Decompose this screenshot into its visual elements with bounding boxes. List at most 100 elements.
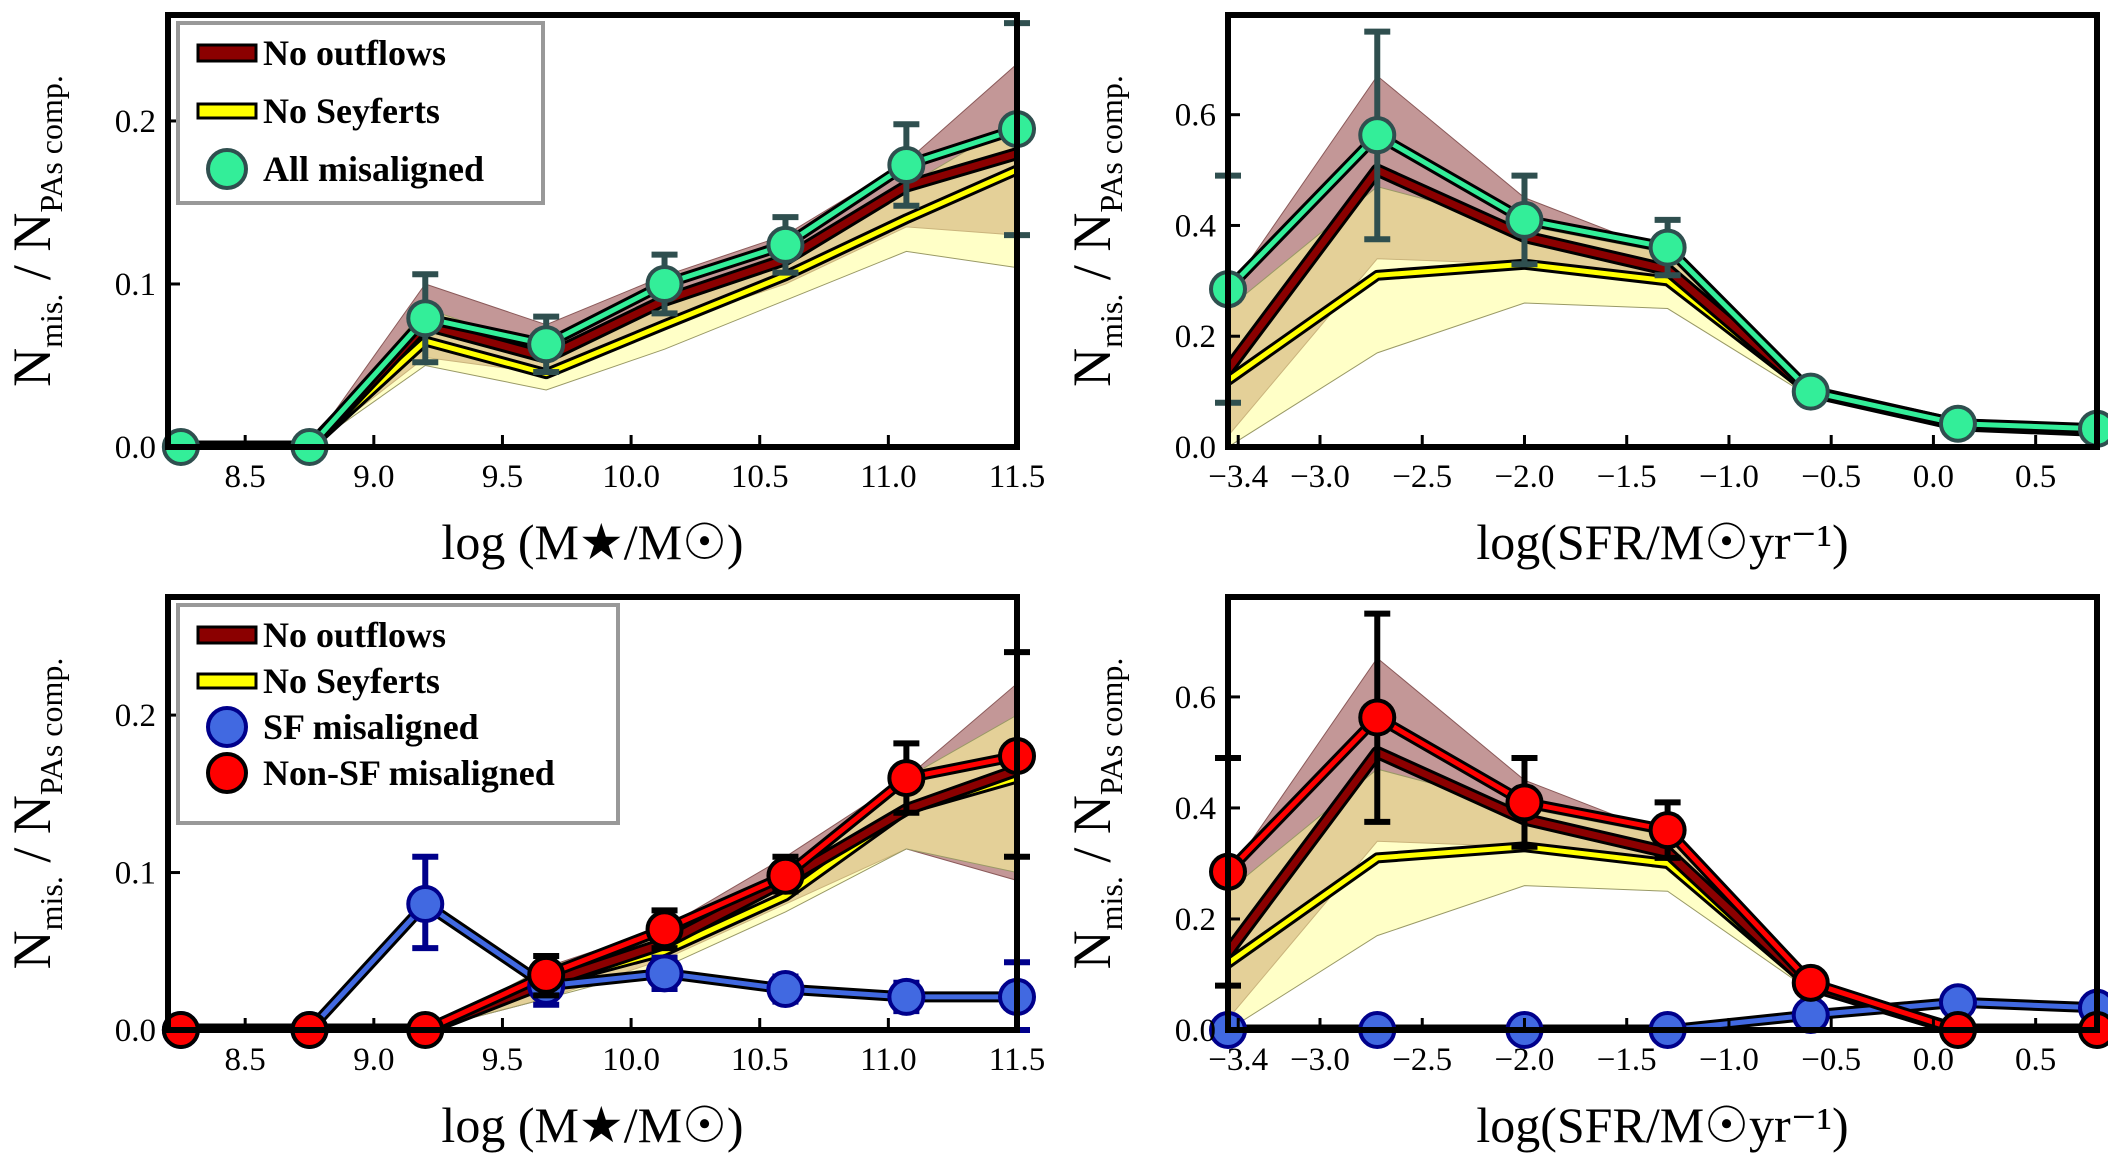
- y-tick-label: 0.4: [1175, 208, 1216, 244]
- y-label-mid: / N: [1062, 213, 1122, 294]
- legend: No outflows No Seyferts SF misaligned Non-S…: [176, 603, 620, 825]
- data-point: [645, 954, 684, 993]
- y-tick-label: 0.2: [1175, 902, 1216, 938]
- y-label-sub2: PAs comp.: [33, 658, 69, 796]
- data-point: [887, 977, 926, 1016]
- x-tick-label: −3.0: [1290, 1042, 1350, 1078]
- y-tick-label: 0.0: [115, 1013, 156, 1049]
- data-point: [1648, 811, 1687, 850]
- x-tick-label: 10.5: [731, 459, 789, 495]
- plot-frame: [165, 594, 1020, 1033]
- data-point: [1938, 404, 1977, 443]
- legend-marker: [206, 752, 248, 794]
- y-tick-label: 0.2: [115, 698, 156, 734]
- x-axis-label: log (M★/M☉): [441, 1097, 743, 1153]
- x-tick-label: 0.5: [2015, 459, 2056, 495]
- x-tick-label: −1.5: [1597, 1042, 1657, 1078]
- panel-br: −3.4 −3.0 −2.5 −2.0 −1.5 −1.0 −0.5 0.0 0.5 0.0 0.2…: [1062, 594, 2108, 1153]
- x-tick-label: 9.0: [353, 459, 394, 495]
- panel-bl: 8.5 9.0 9.5 10.0 10.5 11.0 11.5 0.0 0.1 0.2 log (M…: [2, 594, 1046, 1153]
- legend-swatch-seyferts: [196, 102, 258, 120]
- x-tick-label: −2.5: [1392, 459, 1452, 495]
- x-tick-label: −1.5: [1597, 459, 1657, 495]
- y-tick-label: 0.1: [115, 267, 156, 303]
- x-tick-label: 8.5: [225, 459, 266, 495]
- plot-frame: [1225, 594, 2100, 1033]
- data-point: [645, 264, 684, 303]
- data-point: [1791, 996, 1830, 1035]
- plot-area: [180, 63, 1017, 447]
- x-tick-label: −0.5: [1801, 459, 1861, 495]
- x-tick-label: 11.5: [989, 459, 1046, 495]
- y-tick-label: 0.2: [115, 104, 156, 140]
- x-tick-label: −2.5: [1392, 1042, 1452, 1078]
- outflows-line: [180, 766, 1017, 1030]
- plot-frame: [165, 12, 1020, 450]
- plot-area: [180, 682, 1017, 1030]
- x-tick-label: 10.5: [731, 1042, 789, 1078]
- y-label-sub2: PAs comp.: [1093, 75, 1129, 213]
- y-axis-label: Nmis. / NPAs comp.: [1062, 75, 1129, 387]
- x-tick-label: 10.0: [602, 459, 660, 495]
- y-label-sub1: mis.: [33, 294, 69, 348]
- x-tick-label: 0.0: [1913, 1042, 1954, 1078]
- y-tick-label: 0.6: [1175, 680, 1216, 716]
- x-tick-label: 11.0: [860, 459, 917, 495]
- data-point: [1791, 963, 1830, 1002]
- data-point: [766, 970, 805, 1009]
- legend-marker: [206, 706, 248, 748]
- legend-marker: [206, 148, 248, 190]
- x-tick-label: −3.0: [1290, 459, 1350, 495]
- x-tick-label: −2.0: [1495, 1042, 1555, 1078]
- data-point: [766, 856, 805, 895]
- y-label-mid: / N: [2, 795, 62, 876]
- data-point: [1648, 228, 1687, 267]
- legend-swatch-seyferts: [196, 672, 258, 690]
- data-point: [766, 225, 805, 264]
- x-tick-label: 9.0: [353, 1042, 394, 1078]
- y-label-n1: N: [2, 930, 62, 969]
- data-point: [887, 145, 926, 184]
- y-label-n1: N: [2, 348, 62, 387]
- y-label-n1: N: [1062, 930, 1122, 969]
- legend-label: No outflows: [263, 615, 446, 655]
- x-tick-label: 11.5: [989, 1042, 1046, 1078]
- x-tick-label: 11.0: [860, 1042, 917, 1078]
- data-point: [406, 299, 445, 338]
- legend-label: No Seyferts: [263, 91, 440, 131]
- x-tick-label: −3.4: [1208, 459, 1268, 495]
- data-point: [527, 955, 566, 994]
- data-point: [1791, 372, 1830, 411]
- y-label-sub2: PAs comp.: [1093, 658, 1129, 796]
- x-tick-label: −2.0: [1495, 459, 1555, 495]
- plot-frame: [1225, 12, 2100, 450]
- data-point: [645, 910, 684, 949]
- data-point: [406, 885, 445, 924]
- series-line: [180, 126, 1017, 447]
- panel-tl: 8.5 9.0 9.5 10.0 10.5 11.0 11.5 0.0 0.1 0.2 log (M…: [2, 12, 1046, 570]
- x-tick-label: −1.0: [1699, 1042, 1759, 1078]
- legend-label: No outflows: [263, 33, 446, 73]
- x-tick-label: 9.5: [482, 1042, 523, 1078]
- legend-label: SF misaligned: [263, 707, 479, 747]
- data-point: [527, 325, 566, 364]
- legend-label: All misaligned: [263, 149, 484, 189]
- y-tick-label: 0.2: [1175, 319, 1216, 355]
- x-tick-label: −1.0: [1699, 459, 1759, 495]
- series-line: [180, 901, 1017, 1030]
- legend: No outflows No Seyferts All misaligned: [176, 21, 545, 205]
- legend-label: No Seyferts: [263, 661, 440, 701]
- y-axis-label: Nmis. / NPAs comp.: [1062, 658, 1129, 970]
- data-point: [1358, 698, 1397, 737]
- data-point: [1358, 116, 1397, 155]
- y-label-sub1: mis.: [1093, 876, 1129, 930]
- x-tick-label: 0.0: [1913, 459, 1954, 495]
- x-axis-label: log (M★/M☉): [441, 514, 743, 570]
- y-tick-label: 0.0: [1175, 1013, 1216, 1049]
- data-point: [1505, 200, 1544, 239]
- data-point: [887, 759, 926, 798]
- legend-swatch-outflows: [196, 625, 258, 645]
- y-axis-label: Nmis. / NPAs comp.: [2, 75, 69, 387]
- y-tick-label: 0.4: [1175, 791, 1216, 827]
